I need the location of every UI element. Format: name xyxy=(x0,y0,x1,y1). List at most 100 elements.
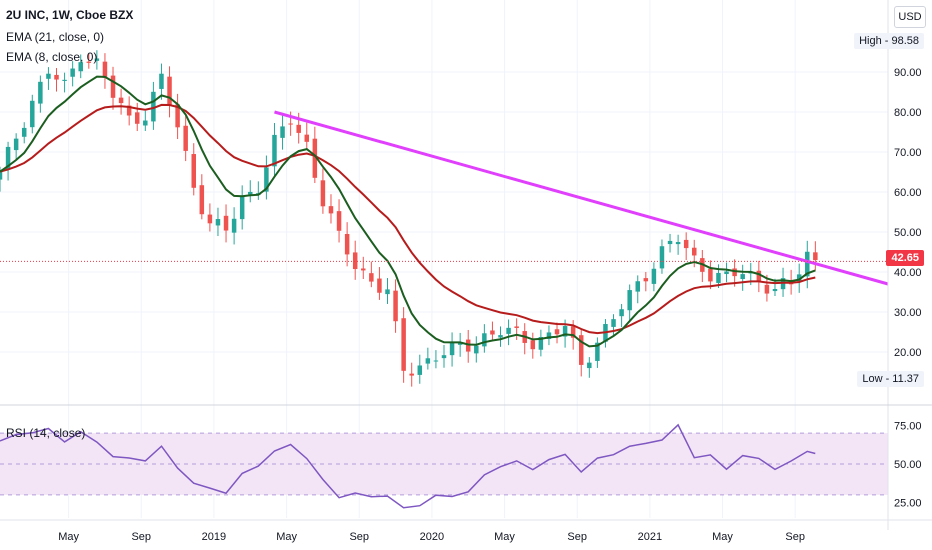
candle xyxy=(0,166,3,192)
candle-body xyxy=(683,239,689,249)
candle-body xyxy=(78,62,83,72)
candle xyxy=(328,194,334,224)
candle-body xyxy=(587,362,592,369)
candle xyxy=(231,207,237,245)
candle xyxy=(409,362,414,387)
candle xyxy=(627,284,632,323)
candle-body xyxy=(514,326,519,328)
candle-body xyxy=(409,373,414,376)
ema8-legend[interactable]: EMA (8, close, 0) xyxy=(6,50,98,64)
candle xyxy=(538,329,544,357)
candle-body xyxy=(215,219,221,226)
candle-body xyxy=(506,327,511,334)
candle-body xyxy=(595,342,600,361)
candle xyxy=(126,96,132,126)
x-tick-label: Sep xyxy=(785,531,805,543)
currency-button[interactable]: USD xyxy=(894,6,926,28)
candle-body xyxy=(377,278,382,293)
x-tick-label: May xyxy=(712,531,733,543)
rsi-legend[interactable]: RSI (14, close) xyxy=(6,426,86,440)
candle xyxy=(482,324,487,353)
ema8-path xyxy=(0,75,816,348)
candle xyxy=(264,155,269,200)
candle xyxy=(191,143,196,196)
candle-body xyxy=(417,365,423,375)
candle-body xyxy=(361,268,366,271)
candle-body xyxy=(482,333,487,347)
candle xyxy=(708,260,713,290)
candle-body xyxy=(320,180,326,207)
candle xyxy=(183,115,188,162)
candle xyxy=(377,267,382,300)
candle xyxy=(215,207,221,237)
trendline xyxy=(274,110,889,286)
candle xyxy=(280,114,285,150)
y-axis-ticks: 20.00 30.00 40.00 50.00 60.00 70.00 80.00 90.00… xyxy=(894,67,922,510)
candle xyxy=(393,279,398,333)
candle xyxy=(46,67,51,90)
candle-body xyxy=(264,167,269,192)
candle-body xyxy=(449,342,455,356)
candle xyxy=(675,234,681,255)
candle-body xyxy=(796,274,802,282)
candle-body xyxy=(692,247,697,256)
candle xyxy=(361,256,366,279)
candle xyxy=(498,326,503,347)
y-tick-label: 30.00 xyxy=(894,307,922,319)
candle-body xyxy=(708,268,713,282)
candle-body xyxy=(288,123,293,125)
candle xyxy=(578,329,584,377)
candle-body xyxy=(433,360,439,362)
candle-body xyxy=(207,214,213,224)
ema21-legend[interactable]: EMA (21, close, 0) xyxy=(6,30,105,44)
high-price-tag: High - 98.58 xyxy=(854,33,924,49)
ema21-path xyxy=(0,103,816,335)
last-price-tag: 42.65 xyxy=(886,250,924,266)
candle xyxy=(433,350,439,369)
candle-body xyxy=(732,268,737,277)
candle-body xyxy=(304,134,310,142)
candle-body xyxy=(239,196,245,220)
candle xyxy=(78,54,83,79)
candle-body xyxy=(530,340,536,350)
rsi-path xyxy=(0,423,816,509)
candle-body xyxy=(328,206,334,214)
candle-body xyxy=(659,246,665,269)
candle-body xyxy=(764,284,770,294)
candle xyxy=(425,347,431,370)
candle xyxy=(159,63,164,100)
candle-body xyxy=(578,335,584,365)
candle xyxy=(199,174,205,220)
candle-body xyxy=(562,326,568,337)
candle xyxy=(70,61,75,87)
candle xyxy=(94,50,100,70)
candle-body xyxy=(651,268,657,284)
y-tick-label: 60.00 xyxy=(894,187,922,199)
candle xyxy=(546,325,552,346)
candle xyxy=(336,199,342,243)
candle xyxy=(13,133,19,160)
candle xyxy=(449,332,455,367)
candle-body xyxy=(70,68,75,77)
candle-body xyxy=(336,211,342,231)
candle-body xyxy=(191,154,196,188)
y-tick-label: 70.00 xyxy=(894,147,922,159)
chart-title: 2U INC, 1W, Cboe BZX xyxy=(6,8,134,22)
candle-body xyxy=(465,339,471,352)
x-tick-label: 2019 xyxy=(202,531,226,543)
candle-body xyxy=(13,138,19,151)
candle-body xyxy=(223,215,229,231)
candle xyxy=(223,204,229,243)
candle xyxy=(756,260,762,293)
candle-body xyxy=(498,335,503,338)
candle xyxy=(587,357,592,378)
candle-body xyxy=(546,332,552,340)
candle xyxy=(54,68,59,92)
candle xyxy=(417,354,423,384)
candle xyxy=(796,263,802,293)
candle-body xyxy=(619,309,624,317)
candle xyxy=(490,321,495,341)
candle xyxy=(304,122,310,151)
candle-body xyxy=(248,191,253,195)
